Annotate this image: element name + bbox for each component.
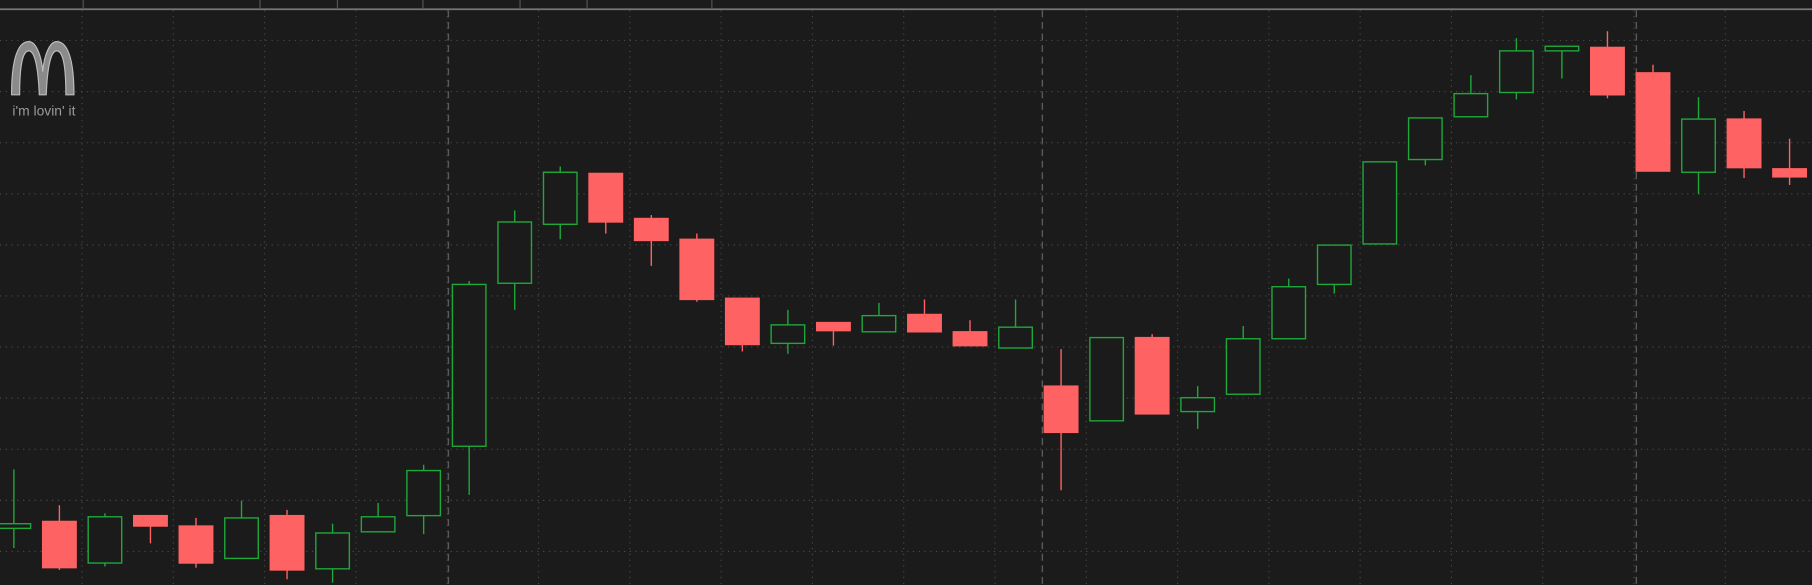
candles (0, 31, 1808, 583)
logo: i'm lovin' it (10, 41, 76, 119)
candle-body (1544, 45, 1580, 52)
candle-body (1407, 117, 1443, 161)
candle-body (1362, 161, 1398, 245)
candle-body (633, 217, 669, 242)
candle-body (1089, 336, 1125, 422)
candle-body (1453, 92, 1489, 118)
candle-body (1772, 168, 1808, 178)
candle-body (497, 221, 533, 284)
candle-body (1180, 397, 1216, 413)
candle-body (41, 520, 77, 569)
candle-body (907, 313, 942, 333)
candle-body (269, 514, 305, 571)
candle-body (406, 469, 442, 517)
logo-text: i'm lovin' it (12, 103, 75, 119)
candle-body (315, 532, 351, 570)
top-bar (0, 0, 1812, 11)
candle-body (815, 321, 851, 332)
candle-body (770, 324, 806, 345)
candle-body (724, 297, 760, 346)
candle-body (0, 523, 32, 530)
candle-body (1681, 118, 1716, 173)
candle-body (998, 326, 1034, 349)
candle-body (360, 516, 396, 533)
candle-body (542, 171, 578, 225)
candle-body (1225, 338, 1261, 395)
candle-body (588, 172, 624, 223)
candle-body (952, 331, 988, 347)
candle-body (451, 283, 487, 447)
candle-body (1271, 286, 1307, 340)
candle-body (1134, 336, 1170, 415)
candle-body (133, 514, 168, 527)
candle-body (224, 517, 259, 560)
candle-body (1635, 72, 1671, 172)
candle-body (861, 314, 897, 333)
candle-body (679, 238, 715, 301)
candle-body (87, 516, 123, 564)
logo-arches (10, 41, 75, 96)
candle-body (1726, 118, 1762, 169)
candle-body (1590, 46, 1625, 96)
candle-body (178, 525, 214, 564)
candle-body (1498, 50, 1534, 94)
candle-body (1043, 385, 1079, 434)
candle-body (1316, 244, 1352, 286)
